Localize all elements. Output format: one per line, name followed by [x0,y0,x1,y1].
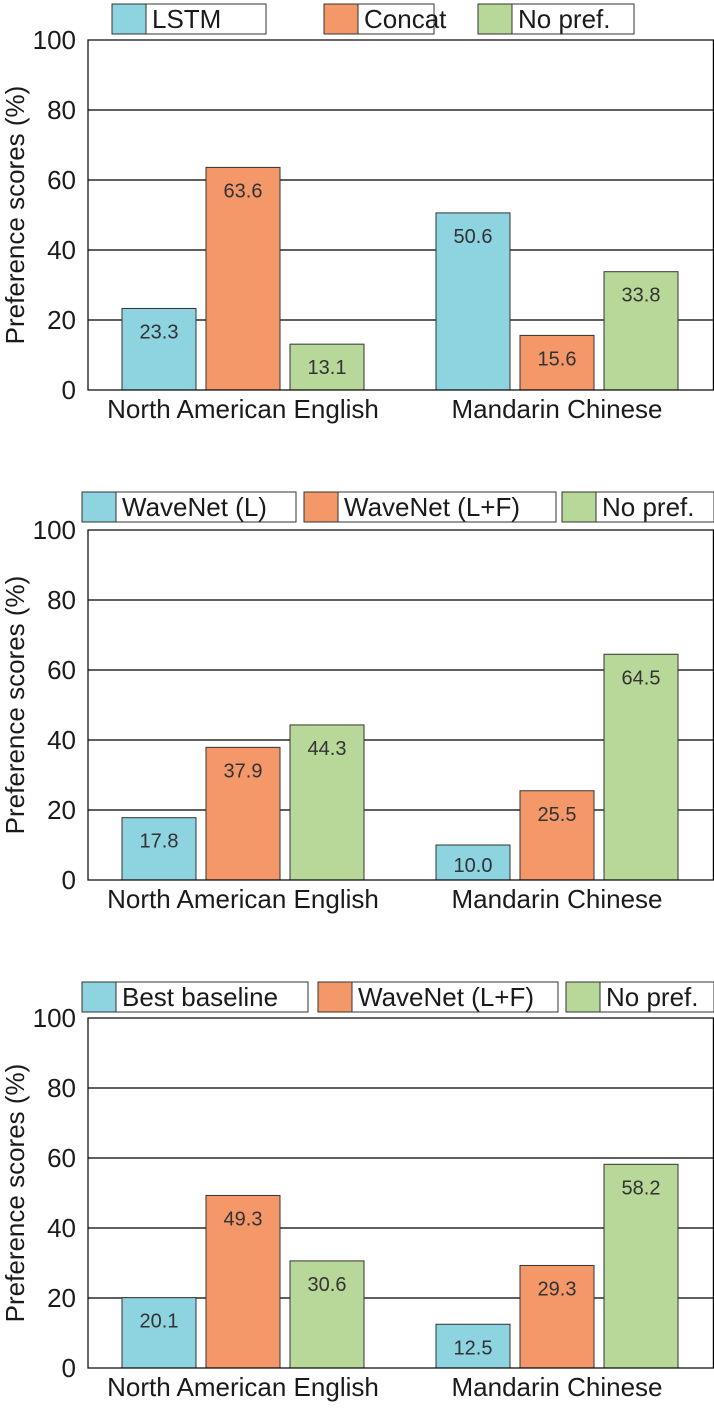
legend-box-2 [357,3,435,35]
bar-no-pref-2 [603,1163,679,1369]
x-category-label: North American English [107,394,379,424]
legend-swatch-2 [303,491,339,523]
chart-svg-2: WaveNet (L) WaveNet (L+F) No pref. 0 20 40 60 8… [0,491,714,914]
bar-best-baseline-2 [435,1323,511,1369]
legend-label-3: No pref. [518,4,611,34]
bar-best-baseline-1 [121,1297,197,1369]
bar-no-pref-2 [603,271,679,391]
y-tick-label: 60 [47,165,76,195]
value-label: 20.1 [140,1311,179,1333]
legend-label-2: WaveNet (L+F) [344,492,520,522]
x-category-label: Mandarin Chinese [451,1372,662,1402]
y-tick-label: 20 [47,1283,76,1313]
value-label: 64.5 [622,667,661,689]
value-label: 10.0 [454,855,493,877]
chart-svg-3: Best baseline WaveNet (L+F) No pref. 0 20 40 6… [0,981,714,1402]
chart-panel-3: Best baseline WaveNet (L+F) No pref. 0 20 40 6… [0,978,714,1404]
legend-swatch-1 [81,981,117,1013]
value-label: 37.9 [224,760,263,782]
chart-panel-1: LSTM Concat No pref. 0 20 40 60 80 100 23.3 50.6 63… [0,0,714,460]
bar-wavenet-l-f-1 [205,1194,281,1369]
y-tick-label: 80 [47,95,76,125]
y-tick-label: 60 [47,655,76,685]
y-tick-label: 0 [62,375,76,405]
y-tick-label: 0 [62,1353,76,1383]
bar-wavenet-l-2 [435,844,511,881]
legend-box-1 [145,3,267,35]
y-tick-label: 80 [47,1073,76,1103]
y-tick-label: 100 [33,25,76,55]
legend-box-1 [115,491,297,523]
legend-box-2 [351,981,559,1013]
legend-label-1: WaveNet (L) [122,492,267,522]
value-label: 50.6 [454,226,493,248]
legend-box-3 [595,491,714,523]
bar-lstm-1 [121,307,197,391]
bar-concat-1 [205,166,281,391]
y-axis-label: Preference scores (%) [0,1064,30,1323]
legend-swatch-1 [81,491,117,523]
x-category-label: North American English [107,1372,379,1402]
legend-label-3: No pref. [602,492,695,522]
x-category-label: North American English [107,884,379,914]
value-label: 12.5 [454,1337,493,1359]
bar-wavenet-l-1 [121,817,197,881]
chart-panel-2: WaveNet (L) WaveNet (L+F) No pref. 0 20 40 60 8… [0,490,714,950]
bar-wavenet-l-f-1 [205,746,281,881]
legend-swatch-3 [565,981,601,1013]
y-axis-label: Preference scores (%) [0,576,30,835]
bar-no-pref-2 [603,653,679,881]
legend-box-3 [599,981,714,1013]
value-label: 25.5 [538,804,577,826]
plot-frame [87,529,714,881]
value-label: 44.3 [308,738,347,760]
x-category-label: Mandarin Chinese [451,394,662,424]
bar-no-pref-1 [289,724,365,881]
value-label: 63.6 [224,180,263,202]
y-tick-label: 40 [47,235,76,265]
value-label: 23.3 [140,321,179,343]
legend-label-1: LSTM [152,4,221,34]
bar-no-pref-1 [289,1260,365,1369]
value-label: 15.6 [538,348,577,370]
value-label: 29.3 [538,1278,577,1300]
value-label: 13.1 [308,357,347,379]
y-tick-label: 100 [33,515,76,545]
y-tick-label: 60 [47,1143,76,1173]
legend-swatch-3 [477,3,513,35]
bar-wavenet-l-f-2 [519,1264,595,1369]
plot-frame [87,1017,714,1369]
y-tick-label: 20 [47,305,76,335]
legend-swatch-1 [111,3,147,35]
legend-box-3 [511,3,635,35]
chart-svg-1: LSTM Concat No pref. 0 20 40 60 80 100 23.3 50.6 63… [0,3,714,424]
legend-box-1 [115,981,309,1013]
value-label: 58.2 [622,1177,661,1199]
bar-no-pref-1 [289,343,365,391]
legend-label-1: Best baseline [122,982,278,1012]
legend-label-3: No pref. [606,982,699,1012]
legend-label-2: Concat [364,4,447,34]
y-tick-label: 40 [47,725,76,755]
legend-swatch-2 [317,981,353,1013]
y-tick-label: 40 [47,1213,76,1243]
value-label: 49.3 [224,1208,263,1230]
y-tick-label: 0 [62,865,76,895]
legend-label-2: WaveNet (L+F) [358,982,534,1012]
legend-swatch-2 [323,3,359,35]
plot-frame [87,39,714,391]
value-label: 33.8 [622,285,661,307]
x-category-label: Mandarin Chinese [451,884,662,914]
value-label: 30.6 [308,1274,347,1296]
y-tick-label: 100 [33,1003,76,1033]
bar-lstm-2 [435,212,511,391]
y-tick-label: 80 [47,585,76,615]
y-axis-label: Preference scores (%) [0,86,30,345]
value-label: 17.8 [140,831,179,853]
y-tick-label: 20 [47,795,76,825]
legend-box-2 [337,491,557,523]
legend-swatch-3 [561,491,597,523]
bar-concat-2 [519,334,595,391]
